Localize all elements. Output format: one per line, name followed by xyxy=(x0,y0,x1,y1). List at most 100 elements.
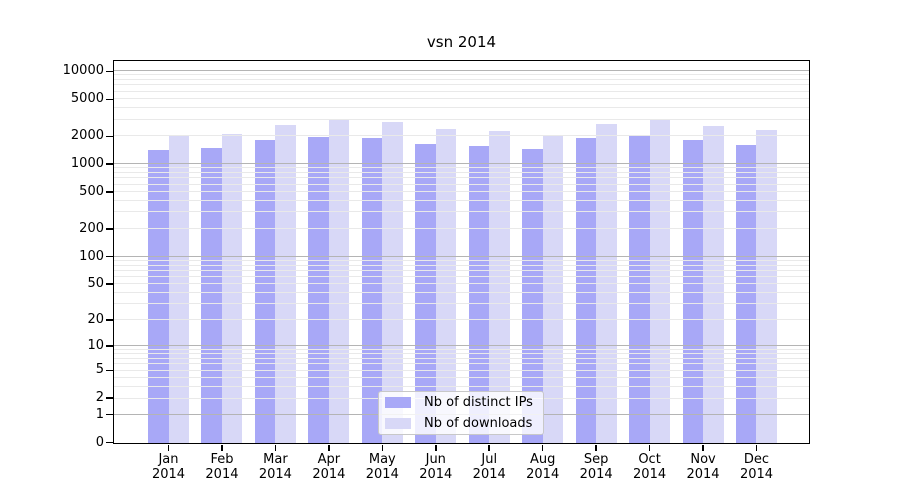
month-group-apr: Apr 2014 xyxy=(308,61,350,481)
bar-downloads xyxy=(435,129,457,443)
y-tick-label: 2000 xyxy=(70,128,104,144)
y-tick-label: 10000 xyxy=(62,63,104,79)
bar-distinct-ips xyxy=(254,140,276,443)
x-tick-mark xyxy=(435,444,437,451)
x-tick-mark xyxy=(328,444,330,451)
y-tick-mark xyxy=(106,191,113,193)
legend-swatch-downloads xyxy=(385,418,411,429)
y-tick-mark xyxy=(106,163,113,165)
y-tick-label: 500 xyxy=(79,184,104,200)
legend-label-distinct-ips: Nb of distinct IPs xyxy=(424,395,533,410)
bar-downloads xyxy=(756,130,777,443)
y-tick-label: 5000 xyxy=(70,91,104,107)
y-tick-label: 5 xyxy=(95,362,104,378)
month-group-jan: Jan 2014 xyxy=(148,61,189,481)
x-tick-label: May 2014 xyxy=(365,452,399,482)
y-tick-label: 200 xyxy=(79,220,104,236)
month-group-nov: Nov 2014 xyxy=(682,61,724,481)
x-tick-label: Aug 2014 xyxy=(526,452,560,482)
legend-label-downloads: Nb of downloads xyxy=(424,416,533,431)
bar-downloads xyxy=(542,134,564,443)
y-tick-label: 0 xyxy=(95,434,104,450)
bar-distinct-ips xyxy=(201,147,222,443)
x-tick-mark xyxy=(541,444,544,451)
x-tick-label: Feb 2014 xyxy=(205,452,239,482)
month-group-may: May 2014 xyxy=(361,61,403,481)
bar-distinct-ips xyxy=(735,144,757,443)
month-group-sep: Sep 2014 xyxy=(575,61,617,481)
bars-layer: Jan 2014 Feb 2014 Mar 2014 Apr 2014 May 2014 Jun 20… xyxy=(114,61,809,481)
bar-distinct-ips xyxy=(575,138,597,443)
month-group-dec: Dec 2014 xyxy=(735,61,777,481)
bar-distinct-ips xyxy=(629,135,650,443)
x-tick-mark xyxy=(595,444,597,451)
month-group-oct: Oct 2014 xyxy=(629,61,671,481)
x-tick-mark xyxy=(381,444,384,451)
y-tick-mark xyxy=(106,228,113,230)
month-group-jun: Jun 2014 xyxy=(415,61,457,481)
y-tick-label: 1 xyxy=(95,406,104,422)
bar-downloads xyxy=(649,120,671,443)
y-tick-label: 1000 xyxy=(70,156,104,172)
bar-distinct-ips xyxy=(682,140,704,443)
x-tick-mark xyxy=(221,444,223,451)
plot-area: Jan 2014 Feb 2014 Mar 2014 Apr 2014 May 2014 Jun 20… xyxy=(113,60,810,481)
legend-row-distinct-ips: Nb of distinct IPs xyxy=(385,393,543,412)
y-tick-mark xyxy=(106,135,113,138)
y-tick-mark xyxy=(106,255,113,258)
bar-distinct-ips xyxy=(468,146,490,443)
bar-downloads xyxy=(382,121,403,443)
x-tick-mark xyxy=(648,444,651,451)
month-group-mar: Mar 2014 xyxy=(254,61,296,481)
bar-distinct-ips xyxy=(148,150,169,443)
month-group-feb: Feb 2014 xyxy=(201,61,243,481)
y-tick-label: 100 xyxy=(79,248,104,264)
x-tick-mark xyxy=(755,444,758,451)
y-tick-mark xyxy=(106,397,113,399)
bar-downloads xyxy=(168,135,189,443)
y-tick-label: 2 xyxy=(95,390,104,406)
bar-distinct-ips xyxy=(415,143,436,443)
x-tick-label: Jul 2014 xyxy=(472,452,506,482)
bar-downloads xyxy=(703,125,724,443)
x-tick-mark xyxy=(274,444,277,451)
x-tick-mark xyxy=(488,444,490,451)
legend-swatch-distinct-ips xyxy=(385,397,411,408)
x-tick-label: Jun 2014 xyxy=(419,452,453,482)
x-tick-label: Sep 2014 xyxy=(579,452,613,482)
y-tick-mark xyxy=(106,441,113,444)
x-tick-label: Mar 2014 xyxy=(258,452,292,482)
y-tick-mark xyxy=(106,319,113,321)
bar-downloads xyxy=(221,133,243,443)
bar-distinct-ips xyxy=(361,138,383,443)
bar-distinct-ips xyxy=(522,149,543,443)
y-tick-mark xyxy=(106,369,113,372)
y-tick-label: 20 xyxy=(87,311,104,327)
y-axis: 0 1 2 5 10 20 50 100 200 500 1000 2000 5000 10000 xyxy=(0,62,113,450)
x-tick-label: Jan 2014 xyxy=(151,452,186,482)
x-tick-mark xyxy=(167,444,170,451)
x-tick-label: Apr 2014 xyxy=(312,452,346,482)
y-tick-mark xyxy=(106,413,113,416)
month-group-jul: Jul 2014 xyxy=(468,61,510,481)
y-tick-mark xyxy=(106,70,113,73)
month-group-aug: Aug 2014 xyxy=(522,61,564,481)
y-tick-label: 50 xyxy=(87,276,104,292)
x-tick-label: Dec 2014 xyxy=(739,452,774,482)
y-tick-label: 10 xyxy=(87,337,104,353)
y-tick-mark xyxy=(106,98,113,101)
y-tick-mark xyxy=(106,345,113,347)
legend: Nb of distinct IPs Nb of downloads xyxy=(378,391,544,435)
y-tick-mark xyxy=(106,283,113,285)
x-tick-mark xyxy=(702,444,704,451)
chart-title: vsn 2014 xyxy=(426,33,497,51)
bar-distinct-ips xyxy=(308,137,329,443)
x-tick-label: Nov 2014 xyxy=(686,452,720,482)
bar-downloads xyxy=(489,131,510,443)
bar-downloads xyxy=(328,119,350,443)
legend-row-downloads: Nb of downloads xyxy=(385,414,543,433)
bar-downloads xyxy=(596,124,617,443)
bar-downloads xyxy=(275,124,296,443)
x-tick-label: Oct 2014 xyxy=(633,452,667,482)
